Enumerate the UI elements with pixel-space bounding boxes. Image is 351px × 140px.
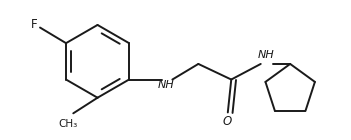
Text: F: F: [31, 18, 37, 31]
Text: CH₃: CH₃: [59, 119, 78, 129]
Text: O: O: [222, 115, 232, 128]
Text: NH: NH: [158, 80, 175, 90]
Text: NH: NH: [258, 50, 274, 60]
